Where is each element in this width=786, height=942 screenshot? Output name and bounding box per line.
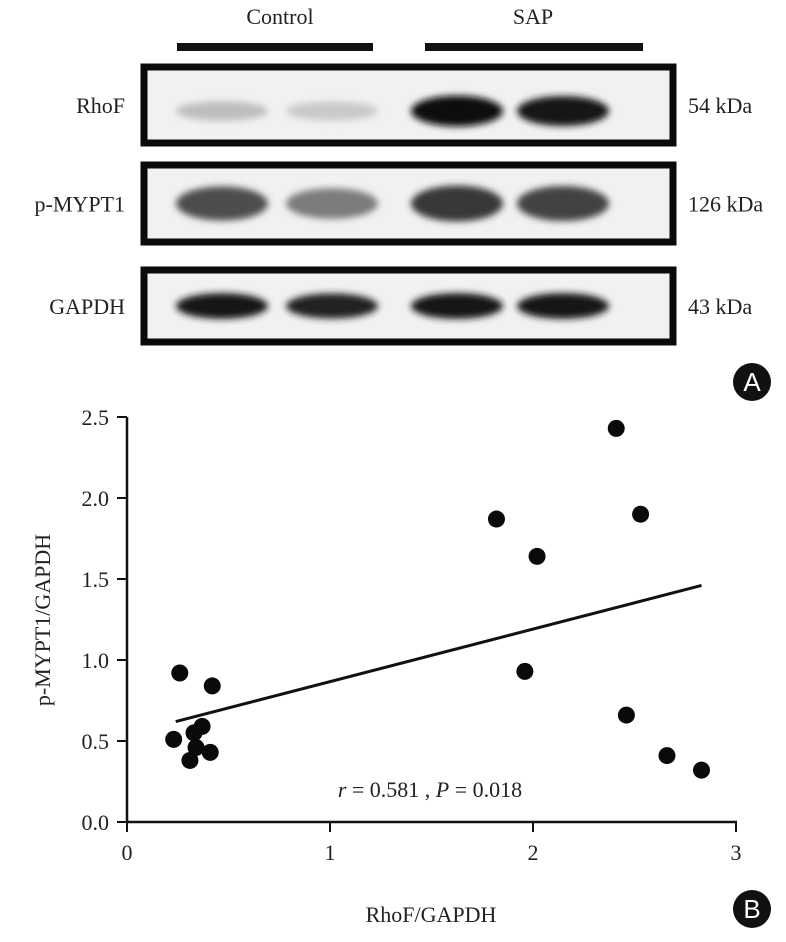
blot-row-rhof: RhoF 54 kDa — [76, 63, 752, 147]
badge-a-label: A — [743, 367, 761, 397]
scatter-panel: RhoF/GAPDH p-MYPT1/GAPDH r = 0.581 , P =… — [30, 405, 742, 927]
blot-band — [286, 101, 378, 121]
y-tick-label: 1.0 — [82, 648, 110, 673]
x-tick-label: 1 — [325, 840, 336, 865]
molecular-weight-label: 43 kDa — [688, 294, 752, 319]
x-tick-label: 0 — [122, 840, 133, 865]
p-label: P — [435, 777, 449, 802]
data-point — [658, 747, 676, 765]
blot-band — [411, 185, 503, 222]
blot-band — [286, 188, 378, 219]
blot-band — [176, 186, 268, 221]
regression-line — [175, 584, 702, 724]
data-point — [171, 664, 189, 682]
correlation-annotation: r = 0.581 , P = 0.018 — [338, 777, 522, 802]
x-axis-label: RhoF/GAPDH — [366, 902, 497, 927]
y-tick-label: 0.5 — [82, 729, 110, 754]
group-bar-control — [177, 43, 373, 51]
data-point — [165, 730, 183, 748]
badge-a: A — [733, 363, 771, 401]
data-point — [201, 743, 219, 761]
blot-band — [517, 185, 609, 222]
blot-band — [176, 293, 268, 319]
data-point — [617, 706, 635, 724]
y-tick-label: 2.0 — [82, 486, 110, 511]
x-tick-label: 3 — [731, 840, 742, 865]
blot-band — [411, 95, 503, 127]
group-label-sap: SAP — [513, 4, 553, 29]
blot-row-gapdh: GAPDH 43 kDa — [49, 266, 752, 346]
data-point — [203, 677, 221, 695]
data-point — [193, 717, 211, 735]
r-value: = 0.581 , — [346, 777, 435, 802]
badge-b: B — [733, 890, 771, 928]
y-tick-label: 2.5 — [82, 405, 110, 430]
molecular-weight-label: 54 kDa — [688, 93, 752, 118]
protein-label: p-MYPT1 — [35, 192, 125, 217]
blot-band — [286, 293, 378, 319]
y-axis-label: p-MYPT1/GAPDH — [30, 534, 55, 706]
x-tick-label: 2 — [528, 840, 539, 865]
data-point — [528, 547, 546, 565]
y-tick-label: 0.0 — [82, 810, 110, 835]
p-value: = 0.018 — [449, 777, 522, 802]
r-label: r — [338, 777, 347, 802]
y-tick-label: 1.5 — [82, 567, 110, 592]
badge-b-label: B — [743, 894, 760, 924]
data-point — [181, 751, 199, 769]
blot-band — [517, 293, 609, 319]
protein-label: RhoF — [76, 93, 125, 118]
data-point — [516, 662, 534, 680]
data-point — [632, 505, 650, 523]
western-blot-panel: Control SAP RhoF 54 kDa p-MYPT1 126 kDa GAPD… — [35, 4, 763, 346]
protein-label: GAPDH — [49, 294, 125, 319]
blot-band — [411, 293, 503, 319]
data-point — [607, 419, 625, 437]
molecular-weight-label: 126 kDa — [688, 192, 763, 217]
blot-band — [517, 95, 609, 127]
group-bar-sap — [425, 43, 643, 51]
data-point — [692, 761, 710, 779]
data-point — [187, 738, 205, 756]
blot-row-p-mypt1: p-MYPT1 126 kDa — [35, 161, 763, 246]
group-label-control: Control — [246, 4, 313, 29]
blot-band — [176, 101, 268, 121]
data-point — [487, 510, 505, 528]
